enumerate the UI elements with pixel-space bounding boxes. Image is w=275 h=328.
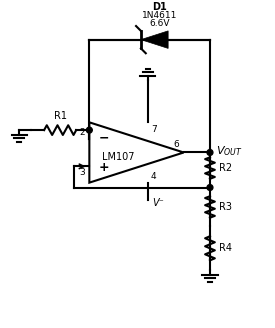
Circle shape bbox=[86, 127, 92, 133]
Text: 6.6V: 6.6V bbox=[149, 19, 170, 28]
Text: 4: 4 bbox=[151, 172, 156, 181]
Text: V⁻: V⁻ bbox=[153, 198, 164, 208]
Text: $V_{OUT}$: $V_{OUT}$ bbox=[216, 145, 243, 158]
Text: R4: R4 bbox=[219, 243, 232, 253]
Circle shape bbox=[207, 150, 213, 155]
Text: 2: 2 bbox=[80, 128, 86, 137]
Text: R1: R1 bbox=[54, 111, 67, 121]
Text: −: − bbox=[99, 131, 109, 144]
Circle shape bbox=[207, 185, 213, 191]
Text: R2: R2 bbox=[219, 163, 232, 173]
Text: +: + bbox=[99, 161, 110, 174]
Text: LM107: LM107 bbox=[102, 152, 135, 162]
Text: D1: D1 bbox=[152, 2, 167, 12]
Text: 1N4611: 1N4611 bbox=[142, 11, 177, 20]
Text: 7: 7 bbox=[152, 125, 157, 134]
Text: 6: 6 bbox=[173, 140, 179, 149]
Text: R3: R3 bbox=[219, 202, 232, 212]
Text: 3: 3 bbox=[80, 168, 86, 177]
Polygon shape bbox=[141, 31, 168, 49]
